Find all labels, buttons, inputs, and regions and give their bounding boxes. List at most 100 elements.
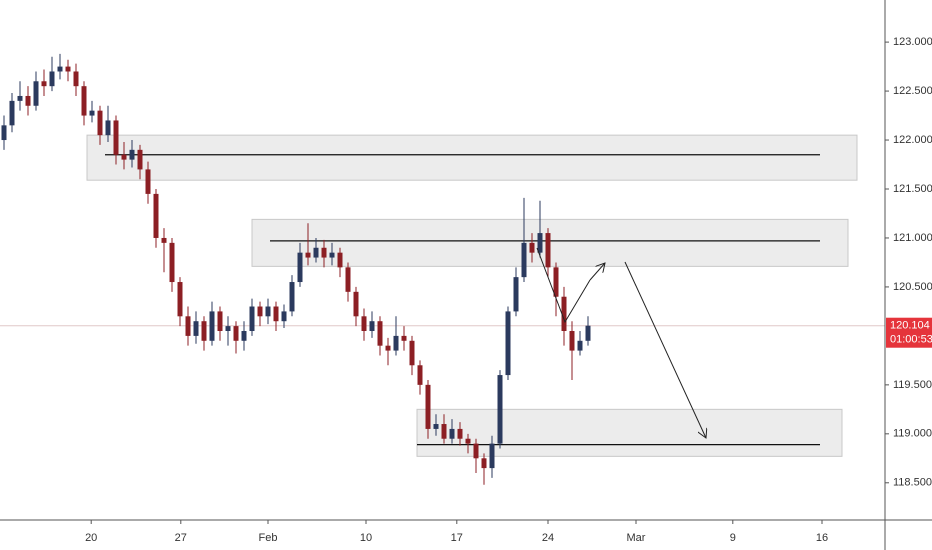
candle-body — [449, 428, 455, 439]
candle-body — [513, 277, 519, 312]
x-tick-label: Mar — [627, 532, 646, 544]
candle-body — [257, 306, 263, 317]
candle-body — [89, 110, 95, 116]
candle-body — [97, 110, 103, 136]
candle-body — [345, 267, 351, 292]
candle-body — [329, 252, 335, 258]
candle-body — [209, 311, 215, 341]
candle-body — [473, 443, 479, 459]
candle-body — [569, 330, 575, 351]
y-tick-label: 121.000 — [893, 232, 932, 244]
candle-body — [465, 438, 471, 444]
y-tick-label: 120.500 — [893, 281, 932, 293]
candle-body — [361, 316, 367, 331]
candle-body — [505, 311, 511, 376]
candle-body — [121, 154, 127, 160]
candle-body — [393, 335, 399, 351]
candle-body — [65, 66, 71, 72]
candle-body — [457, 428, 463, 439]
candle-body — [417, 365, 423, 385]
candle-body — [41, 81, 47, 87]
candle-body — [153, 193, 159, 238]
x-tick-label: 17 — [451, 532, 463, 544]
candle-body — [497, 375, 503, 444]
y-tick-label: 122.500 — [893, 85, 932, 97]
arrow — [624, 261, 706, 438]
candle-body — [177, 282, 183, 317]
arrow — [589, 263, 605, 281]
candle-body — [145, 169, 151, 194]
y-tick-label: 121.500 — [893, 183, 932, 195]
candle-body — [169, 242, 175, 283]
candle-body — [529, 242, 535, 253]
candle-body — [321, 247, 327, 258]
axes: 118.500 119.000 119.500 120.500 121.000 121.5… — [85, 36, 932, 544]
candle-body — [553, 267, 559, 297]
candle-body — [401, 335, 407, 341]
candle-body — [313, 247, 319, 258]
y-tick-label: 123.000 — [893, 36, 932, 48]
candle-body — [105, 120, 111, 136]
candle-body — [337, 252, 343, 268]
candle-body — [265, 306, 271, 317]
candle-body — [1, 125, 7, 141]
candle-body — [297, 252, 303, 283]
x-tick-label: 10 — [360, 532, 372, 544]
price-label: 120.104 — [890, 320, 930, 332]
candle-body — [33, 81, 39, 106]
y-tick-label: 118.500 — [893, 477, 932, 489]
candle-body — [433, 424, 439, 429]
candle-body — [273, 306, 279, 322]
candle-body — [281, 311, 287, 322]
candle-body — [521, 242, 527, 278]
candle-body — [57, 66, 63, 72]
candle-body — [377, 321, 383, 346]
candle-body — [561, 296, 567, 331]
y-tick-label: 119.000 — [893, 428, 932, 440]
x-tick-label: 24 — [542, 532, 554, 544]
candle-body — [425, 384, 431, 429]
x-tick-label: 27 — [175, 532, 187, 544]
candle-body — [17, 95, 23, 101]
x-tick-label: 9 — [730, 532, 736, 544]
candle-body — [441, 424, 447, 439]
candle-body — [201, 321, 207, 341]
candle-body — [161, 237, 167, 243]
y-tick-label: 122.000 — [893, 134, 932, 146]
candle-body — [113, 120, 119, 155]
candle-body — [545, 233, 551, 268]
candle-body — [49, 71, 55, 87]
arrow-path — [536, 247, 591, 324]
candle-body — [305, 252, 311, 258]
candle-body — [249, 306, 255, 331]
candle-body — [129, 149, 135, 160]
candle-body — [385, 345, 391, 351]
candle-body — [81, 86, 87, 116]
candle-body — [537, 233, 543, 253]
candle-body — [369, 321, 375, 331]
candle-body — [217, 311, 223, 331]
candles — [0, 53, 885, 485]
candle-body — [489, 443, 495, 469]
zones — [86, 134, 858, 457]
candle-body — [577, 340, 583, 351]
candle-body — [73, 71, 79, 87]
candle-body — [481, 458, 487, 469]
countdown-label: 01:00:53 — [890, 334, 932, 346]
candle-body — [185, 316, 191, 336]
candle-body — [289, 282, 295, 312]
candle-body — [353, 291, 359, 317]
y-tick-label: 119.500 — [893, 379, 932, 391]
candle-body — [233, 326, 239, 341]
candle-body — [409, 340, 415, 366]
x-tick-label: 16 — [816, 532, 828, 544]
candle-body — [137, 149, 143, 170]
candle-body — [241, 330, 247, 341]
price-label-box — [886, 317, 932, 348]
zone — [416, 408, 843, 457]
candle-body — [9, 100, 15, 126]
candle-body — [585, 325, 591, 341]
candle-body — [25, 95, 31, 106]
